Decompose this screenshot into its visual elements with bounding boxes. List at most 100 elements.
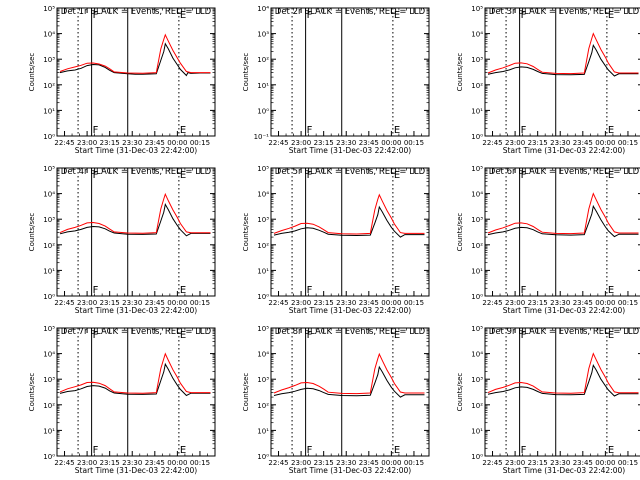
x-tick-label: 00:15 (190, 139, 210, 147)
plot-frame (270, 167, 430, 297)
y-tick-label: 10⁵ (257, 165, 269, 173)
x-axis-label: Start Time (31-Dec-03 22:42:00) (75, 146, 197, 155)
time-marker-flag: E (394, 10, 400, 21)
x-tick-label: 23:30 (550, 459, 570, 467)
panel-title: Det 7r BLACK = Events, RED = LLD (61, 327, 212, 337)
y-tick-label: 10⁴ (257, 351, 269, 359)
time-marker-flag: E (608, 10, 614, 21)
x-tick-label: 23:30 (336, 139, 356, 147)
x-tick-label: 00:15 (618, 299, 638, 307)
series-line-lld (273, 193, 425, 235)
panel-det-5r: Det 5r BLACK = Events, RED = LLD 10⁰ 10¹ 10… (242, 165, 430, 315)
x-tick-label: 00:00 (381, 459, 401, 467)
time-marker-flag: F (307, 285, 313, 296)
plot-frame (484, 167, 640, 297)
x-tick-label: 23:45 (573, 139, 593, 147)
y-tick-label: 10⁴ (257, 191, 269, 199)
time-marker-flag: E (180, 10, 186, 21)
x-tick-label: 00:15 (404, 299, 424, 307)
y-tick-label: 10¹ (43, 427, 55, 435)
y-tick-label: 10³ (43, 376, 55, 384)
x-tick-label: 23:30 (122, 299, 142, 307)
y-tick-label: 10⁵ (257, 325, 269, 333)
series-line-lld (59, 192, 211, 234)
panel-det-8r: Det 8r BLACK = Events, RED = LLD 10⁰ 10¹ 10… (242, 325, 430, 475)
x-tick-label: 23:00 (291, 299, 311, 307)
x-tick-label: 23:15 (528, 299, 548, 307)
y-tick-label: 10⁵ (471, 165, 483, 173)
y-tick-label: 10³ (257, 31, 269, 39)
y-tick-label: 10⁵ (471, 5, 483, 13)
series-line-lld (487, 352, 639, 394)
x-tick-label: 23:15 (528, 459, 548, 467)
y-tick-label: 10⁰ (43, 293, 55, 301)
y-tick-label: 10¹ (43, 267, 55, 275)
y-tick-label: 10² (43, 242, 55, 250)
time-marker-flag: F (521, 170, 527, 181)
x-tick-label: 23:00 (505, 459, 525, 467)
panel-det-2r: Det 2r BLACK = Events, RED = LLD 10⁻¹ 10⁰ 1… (242, 5, 430, 155)
time-marker-flag: E (608, 285, 614, 296)
panel-det-9r: Det 9r BLACK = Events, RED = LLD 10⁰ 10¹ 10… (456, 325, 640, 475)
panel-title: Det 6r BLACK = Events, RED = LLD (489, 167, 640, 177)
plot-frame (56, 7, 216, 137)
series-line-events (487, 204, 639, 238)
y-tick-label: 10¹ (257, 427, 269, 435)
series-line-lld (487, 32, 639, 75)
plot-frame (484, 327, 640, 457)
y-tick-label: 10² (471, 82, 483, 90)
y-tick-label: 10³ (43, 216, 55, 224)
x-tick-label: 23:45 (359, 139, 379, 147)
time-marker-flag: F (521, 445, 527, 456)
y-tick-label: 10⁰ (43, 453, 55, 461)
time-marker-flag: F (93, 10, 99, 21)
plot-frame (270, 7, 430, 137)
x-tick-label: 23:00 (77, 459, 97, 467)
x-tick-label: 22:45 (54, 459, 74, 467)
y-tick-label: 10³ (471, 376, 483, 384)
x-tick-label: 00:00 (167, 139, 187, 147)
y-tick-label: 10³ (257, 376, 269, 384)
time-marker-flag: E (180, 170, 186, 181)
x-axis-label: Start Time (31-Dec-03 22:42:00) (75, 466, 197, 475)
y-tick-label: 10² (257, 56, 269, 64)
x-tick-label: 00:00 (167, 459, 187, 467)
x-tick-label: 23:45 (573, 299, 593, 307)
x-axis-label: Start Time (31-Dec-03 22:42:00) (289, 306, 411, 315)
panel-title: Det 1r BLACK = Events, RED = LLD (61, 7, 212, 17)
x-tick-label: 00:00 (595, 139, 615, 147)
x-tick-label: 23:30 (122, 139, 142, 147)
x-tick-label: 23:15 (528, 139, 548, 147)
y-tick-label: 10¹ (471, 107, 483, 115)
x-tick-label: 00:00 (167, 299, 187, 307)
time-marker-flag: E (180, 445, 186, 456)
x-tick-label: 23:15 (314, 459, 334, 467)
time-marker-flag: E (180, 125, 186, 136)
x-tick-label: 22:45 (268, 139, 288, 147)
time-marker-flag: E (180, 285, 186, 296)
y-tick-label: 10¹ (257, 82, 269, 90)
panel-det-6r: Det 6r BLACK = Events, RED = LLD 10⁰ 10¹ 10… (456, 165, 640, 315)
x-tick-label: 23:30 (550, 299, 570, 307)
y-tick-label: 10¹ (471, 267, 483, 275)
time-marker-flag: F (307, 10, 313, 21)
plot-frame (484, 7, 640, 137)
x-tick-label: 23:30 (550, 139, 570, 147)
panel-det-3r: Det 3r BLACK = Events, RED = LLD 10⁰ 10¹ 10… (456, 5, 640, 155)
x-tick-label: 00:15 (190, 299, 210, 307)
x-axis-label: Start Time (31-Dec-03 22:42:00) (289, 146, 411, 155)
x-tick-label: 23:00 (291, 139, 311, 147)
x-axis-label: Start Time (31-Dec-03 22:42:00) (289, 466, 411, 475)
time-marker-flag: E (394, 445, 400, 456)
x-tick-label: 23:30 (336, 459, 356, 467)
y-tick-label: 10² (43, 402, 55, 410)
y-tick-label: 10² (257, 402, 269, 410)
x-tick-label: 23:30 (336, 299, 356, 307)
y-tick-label: 10⁵ (471, 325, 483, 333)
x-tick-label: 00:15 (404, 139, 424, 147)
x-tick-label: 22:45 (482, 299, 502, 307)
time-marker-flag: F (307, 445, 313, 456)
x-tick-label: 00:00 (381, 299, 401, 307)
time-marker-flag: F (307, 170, 313, 181)
y-tick-label: 10⁴ (43, 351, 55, 359)
